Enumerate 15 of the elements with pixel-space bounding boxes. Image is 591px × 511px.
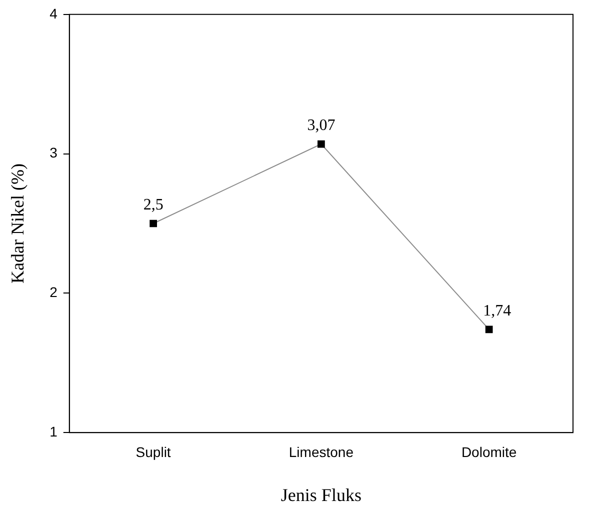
y-tick-label: 4 <box>50 5 58 22</box>
x-tick-label: Limestone <box>288 444 354 460</box>
x-tick-label: Suplit <box>136 444 171 460</box>
y-tick-label: 3 <box>50 144 58 161</box>
data-label: 2,5 <box>143 196 164 214</box>
x-tick-label: Dolomite <box>461 444 517 460</box>
y-tick-label: 1 <box>50 423 58 440</box>
data-label: 1,74 <box>483 302 512 320</box>
data-label: 3,07 <box>307 117 336 134</box>
x-axis-title: Jenis Fluks <box>280 484 362 505</box>
y-tick-label: 2 <box>50 284 58 300</box>
point <box>150 220 158 228</box>
point <box>318 140 325 148</box>
y-axis-title: Kadar Nikel (%) <box>8 164 28 284</box>
point <box>485 326 493 334</box>
